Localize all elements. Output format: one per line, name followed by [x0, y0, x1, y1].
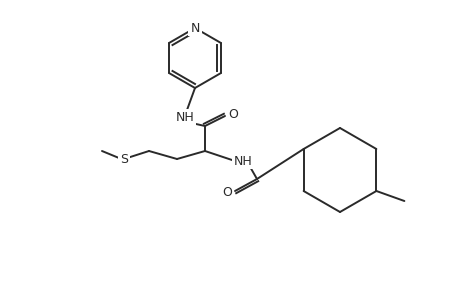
Text: S: S: [120, 152, 128, 166]
Text: NH: NH: [175, 110, 194, 124]
Text: O: O: [222, 187, 231, 200]
Text: N: N: [190, 22, 199, 34]
Text: NH: NH: [233, 154, 252, 167]
Text: O: O: [228, 107, 237, 121]
